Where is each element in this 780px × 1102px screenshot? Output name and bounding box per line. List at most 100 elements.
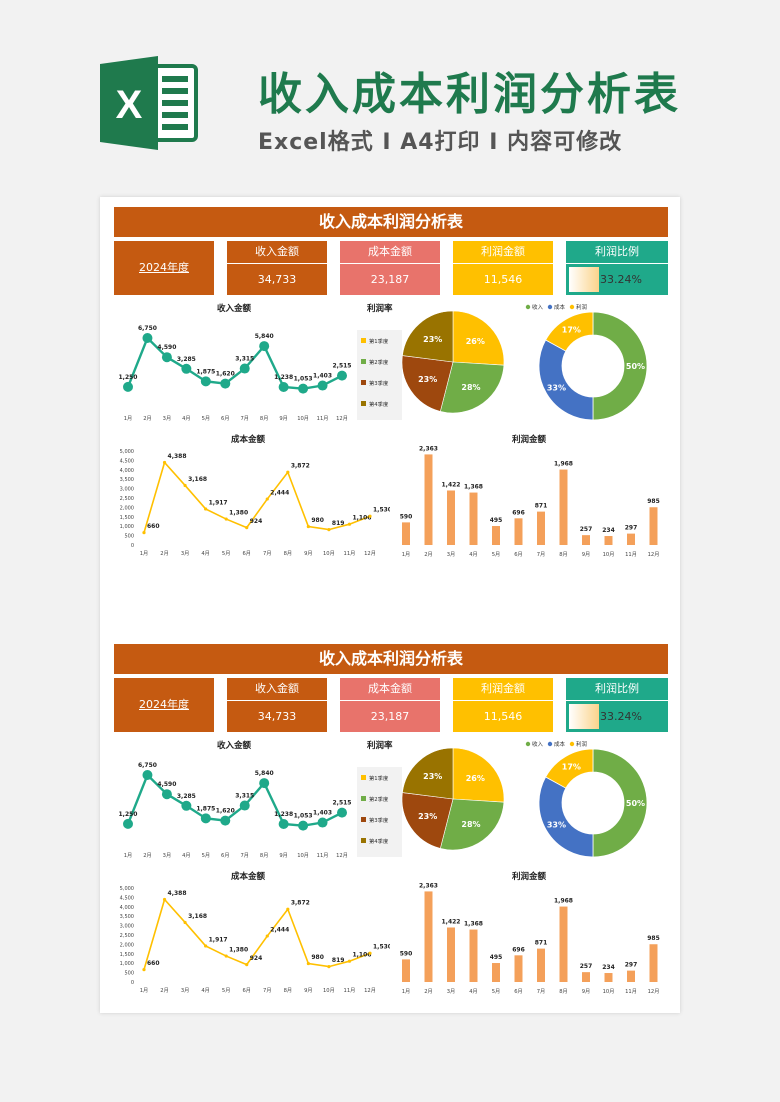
x-tick-label: 5月: [492, 551, 501, 558]
data-label: 696: [512, 509, 525, 516]
slice-label: 23%: [418, 812, 437, 821]
data-label: 2,515: [333, 363, 352, 370]
data-label: 2,363: [419, 445, 438, 452]
x-tick-label: 12月: [648, 551, 660, 558]
legend-label: 成本: [554, 740, 566, 748]
x-tick-label: 9月: [304, 987, 313, 994]
data-label: 2,515: [333, 800, 352, 807]
legend-swatch: [361, 380, 366, 385]
x-tick-label: 2月: [160, 550, 169, 557]
legend-label: 利润: [576, 740, 588, 748]
x-tick-label: 7月: [240, 852, 249, 859]
data-label: 1,380: [229, 509, 248, 516]
x-tick-label: 4月: [469, 551, 478, 558]
data-label: 3,872: [291, 900, 310, 907]
profit-bar-chart: 利润金额 590 1月 2,363 2月 1,422 3月 1,368 4月 495 5月 696 6月…: [400, 434, 660, 558]
legend-marker: [547, 741, 553, 747]
x-tick-label: 4月: [182, 415, 191, 422]
legend-swatch: [361, 796, 366, 801]
bar: [424, 891, 433, 982]
data-point: [142, 333, 153, 343]
bar: [492, 526, 500, 545]
data-label: 3,168: [188, 476, 207, 483]
cost-line-chart: 成本金额 0 500 1,000 1,500 2,000 2,500 3,000 3,500 4,…: [120, 434, 390, 557]
revenue-value: 34,733: [257, 710, 297, 723]
data-label: 1,917: [209, 499, 228, 506]
revenue-card: 收入金额 34,733: [227, 678, 327, 732]
ratio-label: 利润比例: [566, 241, 668, 264]
data-point: [347, 522, 352, 526]
ratio-databar: [569, 267, 599, 292]
slice-label: 26%: [466, 774, 485, 783]
data-point: [200, 376, 211, 387]
bar: [424, 454, 433, 545]
data-label: 1,403: [313, 810, 332, 817]
bar: [559, 469, 568, 545]
data-point: [368, 514, 372, 518]
data-label: 1,238: [274, 811, 293, 818]
y-tick-label: 4,500: [120, 895, 134, 901]
data-label: 1,053: [294, 813, 313, 820]
legend-label: 第1季度: [369, 774, 389, 782]
x-tick-label: 5月: [202, 852, 211, 859]
data-label: 3,315: [235, 356, 254, 363]
data-point: [278, 381, 289, 392]
pie-slice: [402, 310, 454, 363]
bar: [649, 507, 658, 545]
data-label: 4,388: [168, 453, 187, 460]
x-tick-label: 10月: [297, 415, 309, 422]
x-tick-label: 11月: [317, 415, 329, 422]
x-tick-label: 8月: [260, 852, 269, 859]
sheet-banner: 收入成本利润分析表: [114, 207, 668, 237]
x-tick-label: 3月: [447, 551, 456, 558]
sheet-preview: 收入成本利润分析表 2024年度 收入金额 34,733 成本金额 23,187…: [100, 197, 680, 1013]
year-card: 2024年度: [114, 678, 214, 732]
cost-card: 成本金额 23,187: [340, 678, 440, 732]
legend-label: 收入: [532, 740, 544, 748]
x-tick-label: 12月: [336, 852, 348, 859]
data-point: [239, 363, 250, 374]
x-tick-label: 6月: [221, 852, 230, 859]
data-point: [162, 460, 167, 465]
data-label: 1,968: [554, 461, 573, 468]
data-label: 297: [625, 962, 638, 969]
bar: [469, 492, 478, 545]
x-tick-label: 8月: [260, 415, 269, 422]
data-label: 234: [602, 964, 615, 971]
data-point: [337, 370, 347, 381]
x-tick-label: 6月: [221, 415, 230, 422]
pie-slice: [402, 747, 454, 800]
data-label: 4,590: [157, 344, 176, 351]
x-tick-label: 4月: [201, 550, 210, 557]
cost-label: 成本金额: [340, 678, 440, 701]
legend-label: 第3季度: [369, 379, 389, 387]
x-tick-label: 12月: [648, 988, 660, 995]
data-label: 2,363: [419, 882, 438, 889]
chart-title: 成本金额: [231, 871, 266, 882]
y-tick-label: 3,000: [120, 924, 134, 930]
x-tick-label: 9月: [304, 550, 313, 557]
profit-value: 11,546: [483, 273, 523, 286]
x-tick-label: 9月: [582, 988, 591, 995]
data-point: [224, 517, 228, 521]
data-label: 3,168: [188, 913, 207, 920]
ratio-label: 利润比例: [566, 678, 668, 701]
legend-marker: [547, 304, 553, 310]
data-label: 5,840: [255, 770, 274, 777]
slice-label: 28%: [461, 383, 480, 392]
data-label: 985: [647, 935, 660, 942]
revenue-card: 收入金额 34,733: [227, 241, 327, 295]
ratio-value: 33.24%: [600, 273, 642, 286]
data-point: [224, 954, 228, 958]
x-tick-label: 7月: [263, 550, 272, 557]
y-tick-label: 4,500: [120, 458, 134, 464]
chart-title: 利润率: [366, 740, 393, 751]
revenue-line-chart: 收入金额 1,250 1月 6,750 2月 4,590 3月 3,285 4月 1,875 5月 1…: [119, 740, 352, 859]
x-tick-label: 11月: [344, 987, 356, 994]
segment-label: 50%: [626, 799, 645, 808]
ratio-value: 33.24%: [600, 710, 642, 723]
x-tick-label: 9月: [279, 852, 288, 859]
data-label: 819: [332, 957, 345, 964]
data-label: 1,250: [119, 811, 138, 818]
